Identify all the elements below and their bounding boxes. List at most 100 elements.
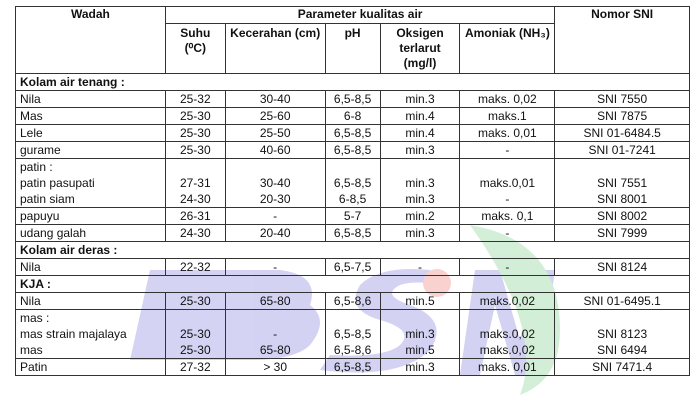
section-row: Kolam air tenang : (15, 73, 690, 91)
sub-value: 25-30 (179, 343, 211, 357)
cell: - 65-80 (224, 309, 326, 359)
data-row: Nila 25-32 30-40 6,5-8,5 min.3 maks. 0,02 SNI … (15, 90, 690, 108)
spacer (559, 310, 685, 326)
sub-value: maks.0,01 (479, 176, 536, 190)
cell: maks. 0,02 (459, 90, 556, 108)
cell: 25-50 (224, 124, 326, 142)
cell: mas : mas strain majalaya mas (15, 309, 166, 359)
cell: Nila (15, 258, 166, 276)
data-row: Lele 25-30 25-50 6,5-8,5 min.4 maks. 0,01 SNI … (15, 124, 690, 142)
cell: 25-30 (164, 292, 226, 310)
data-row: Mas 25-30 25-60 6-8 min.4 maks.1 SNI 7875 (15, 107, 690, 125)
sub-value: min.3 (405, 327, 435, 341)
spacer (330, 310, 376, 326)
cell: maks.0,01 - (459, 158, 556, 208)
header-cell: Suhu (⁰C) (164, 23, 226, 74)
cell: gurame (15, 141, 166, 159)
cell: - (379, 258, 461, 276)
sub-value: maks.0,02 (479, 327, 536, 341)
sub-value: patin siam (20, 192, 75, 206)
cell: Mas (15, 107, 166, 125)
cell: patin : patin pasupati patin siam (15, 158, 166, 208)
cell: maks.0,02 maks.0,02 (459, 309, 556, 359)
sub-value: SNI 6494 (597, 343, 648, 357)
sub-value: 27-31 (179, 176, 211, 190)
group-label: patin : (20, 160, 53, 174)
header-cell: Parameter kualitas air (164, 6, 556, 24)
cell: 40-60 (224, 141, 326, 159)
cell: 25-30 (164, 107, 226, 125)
cell: min.3 (379, 358, 461, 376)
sub-value: SNI 8001 (597, 192, 648, 206)
data-row: Nila 22-32-6,5-7,5- - SNI 8124 (15, 258, 690, 276)
sub-value: 25-30 (179, 327, 211, 341)
section-title: KJA : (15, 275, 690, 293)
header-cell: Nomor SNI (554, 6, 690, 74)
cell: 6,5-8,5 (324, 224, 381, 242)
cell: 25-30 (164, 124, 226, 142)
cell: 6,5-8,5 6-8,5 (324, 158, 381, 208)
data-row: Patin 27-32 > 30 6,5-8,5 min.3 maks. 0,01 SNI … (15, 358, 690, 376)
cell: SNI 01-6484.5 (554, 124, 690, 142)
header-cell: Amoniak (NH₃) (459, 23, 556, 74)
spacer (230, 310, 321, 326)
cell: 20-40 (224, 224, 326, 242)
sub-value: mas (20, 343, 43, 357)
cell: SNI 7550 (554, 90, 690, 108)
sub-value: mas strain majalaya (20, 327, 127, 341)
sub-value: SNI 8123 (597, 327, 648, 341)
spacer (385, 310, 456, 326)
section-title: Kolam air deras : (15, 241, 690, 259)
cell: SNI 8124 (554, 258, 690, 276)
cell: 6,5-8,6 (324, 292, 381, 310)
cell: 30-40 20-30 (224, 158, 326, 208)
sub-value: min.3 (405, 176, 435, 190)
cell: min.3 (379, 141, 461, 159)
header-cell: Kecerahan (cm) (224, 23, 326, 74)
spacer (559, 159, 685, 175)
sub-value: 6,5-8,5 (333, 176, 372, 190)
sub-value: - (505, 192, 510, 206)
cell: min.3 min.5 (379, 309, 461, 359)
sub-value: 65-80 (259, 343, 291, 357)
cell: min.3 (379, 224, 461, 242)
sub-value: 6,5-8,5 (333, 327, 372, 341)
cell: Lele (15, 124, 166, 142)
cell: Patin (15, 358, 166, 376)
cell: 6,5-8,5 (324, 124, 381, 142)
cell: SNI 8002 (554, 207, 690, 225)
sub-value: 24-30 (179, 192, 211, 206)
cell: SNI 01-7241 (554, 141, 690, 159)
cell: papuyu (15, 207, 166, 225)
sub-value: min.5 (405, 343, 435, 357)
cell: > 30 (224, 358, 326, 376)
cell: Nila (15, 292, 166, 310)
cell: 65-80 (224, 292, 326, 310)
cell: maks. 0,01 (459, 124, 556, 142)
water-quality-table: Wadah Parameter kualitas air Nomor SNI S… (15, 6, 690, 376)
cell: min.4 (379, 107, 461, 125)
cell: 30-40 (224, 90, 326, 108)
cell: 26-31 (164, 207, 226, 225)
data-row: mas : mas strain majalaya mas 25-30 25-30 - 65… (15, 309, 690, 359)
cell: maks. 0,1 (459, 207, 556, 225)
cell: min.2 (379, 207, 461, 225)
cell: Nila (15, 90, 166, 108)
data-row: gurame 25-30 40-60 6,5-8,5 min.3- SNI 01-7241 (15, 141, 690, 159)
sub-value: min.3 (405, 192, 435, 206)
cell: 6,5-8,5 (324, 358, 381, 376)
cell: - (459, 141, 556, 159)
data-row: Nila 25-30 65-80 6,5-8,6 min.5 maks.0,02 SNI 0… (15, 292, 690, 310)
header-row: Wadah Parameter kualitas air Nomor SNI (15, 6, 690, 74)
cell: 6,5-7,5 (324, 258, 381, 276)
header-cell: Oksigen terlarut (mg/l) (379, 23, 461, 74)
section-row: KJA : (15, 275, 690, 293)
cell: 25-30 (164, 141, 226, 159)
header-row: Suhu (⁰C) Kecerahan (cm) pH Oksigen terlaru… (16, 23, 690, 74)
cell: 6,5-8,5 (324, 141, 381, 159)
cell: 25-30 25-30 (164, 309, 226, 359)
spacer (230, 159, 321, 175)
cell: maks.1 (459, 107, 556, 125)
sub-value: - (273, 327, 278, 341)
